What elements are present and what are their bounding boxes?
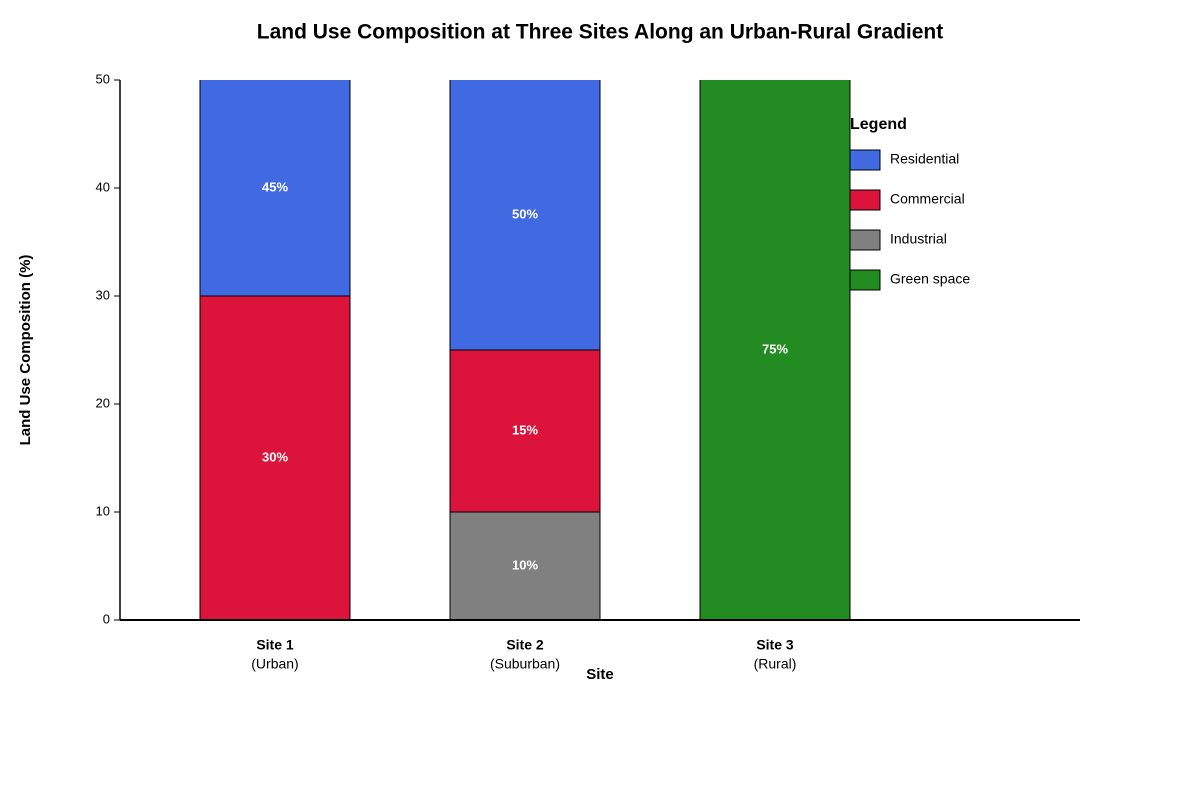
legend-label: Commercial	[890, 191, 965, 207]
x-axis-title: Site	[586, 666, 614, 683]
bar-value-label: 45%	[262, 179, 288, 194]
bar-value-label: 75%	[762, 341, 788, 356]
x-tick-label: Site 2	[506, 637, 544, 653]
bar-value-label: 50%	[512, 206, 538, 221]
y-axis-title: Land Use Composition (%)	[17, 255, 34, 446]
legend-label: Industrial	[890, 231, 947, 247]
bar-segment	[449, 511, 601, 620]
y-tick-label: 0	[103, 611, 110, 626]
legend-title: Legend	[850, 116, 907, 133]
x-tick-sublabel: (Suburban)	[490, 656, 560, 672]
y-tick-label: 50	[96, 71, 110, 86]
chart-title: Land Use Composition at Three Sites Alon…	[257, 21, 943, 44]
legend-label: Green space	[890, 271, 970, 287]
bar-segment	[699, 80, 851, 620]
legend-swatch	[849, 149, 881, 171]
legend-label: Residential	[890, 151, 959, 167]
y-tick-label: 30	[96, 287, 110, 302]
bar-segment	[199, 80, 351, 297]
legend-swatch	[849, 269, 881, 291]
bar-segment	[199, 295, 351, 620]
legend-swatch	[849, 189, 881, 211]
bar-value-label: 10%	[512, 557, 538, 572]
x-tick-label: Site 1	[256, 637, 294, 653]
y-tick-label: 20	[96, 395, 110, 410]
x-tick-sublabel: (Rural)	[754, 656, 797, 672]
bar-value-label: 30%	[262, 449, 288, 464]
bar-segment	[449, 80, 601, 351]
y-tick-label: 40	[96, 179, 110, 194]
bars: 30% 45% 10% 15% 50% 75%	[199, 80, 851, 620]
y-tick-label: 10	[96, 503, 110, 518]
x-tick-label: Site 3	[756, 637, 794, 653]
bar-value-label: 15%	[512, 422, 538, 437]
legend-swatch	[849, 229, 881, 251]
x-tick-sublabel: (Urban)	[251, 656, 298, 672]
bar-segment	[449, 349, 601, 513]
